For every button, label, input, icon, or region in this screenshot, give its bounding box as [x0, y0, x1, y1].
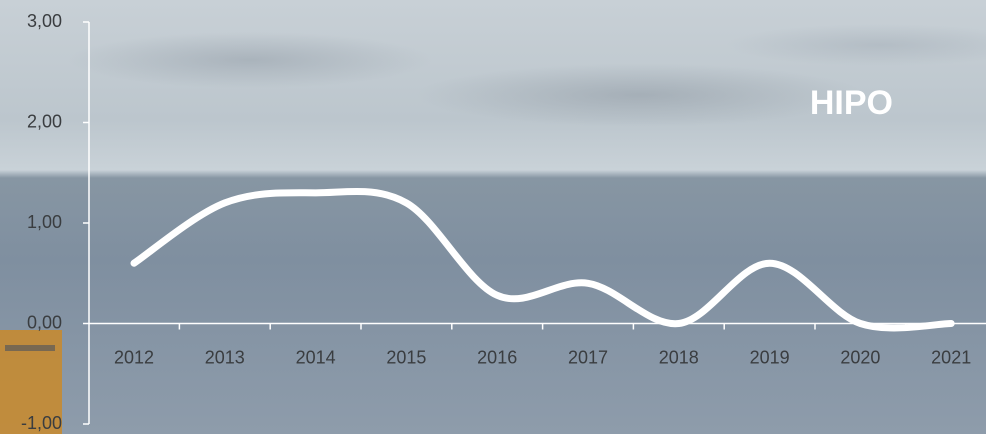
platform-deck [5, 345, 55, 351]
y-tick-label: -1,00 [21, 413, 62, 433]
x-tick-label: 2016 [477, 347, 517, 367]
x-tick-label: 2013 [205, 347, 245, 367]
x-tick-label: 2012 [114, 347, 154, 367]
x-tick-label: 2015 [386, 347, 426, 367]
y-tick-label: 3,00 [27, 11, 62, 31]
x-tick-label: 2020 [840, 347, 880, 367]
x-tick-label: 2021 [931, 347, 971, 367]
annotation: HIPO [810, 84, 893, 122]
data-line [134, 191, 951, 328]
y-tick-label: 2,00 [27, 111, 62, 131]
page: HIPO -1,00 0,00 1,00 2,00 3,00 2012 2013 2014 20… [0, 0, 986, 434]
x-tick-label: 2014 [296, 347, 336, 367]
x-tick-label: 2019 [750, 347, 790, 367]
y-tick-label: 0,00 [27, 312, 62, 332]
x-tick-label: 2017 [568, 347, 608, 367]
x-tick-label: 2018 [659, 347, 699, 367]
chart: HIPO -1,00 0,00 1,00 2,00 3,00 2012 2013 2014 20… [0, 0, 986, 434]
y-tick-label: 1,00 [27, 212, 62, 232]
